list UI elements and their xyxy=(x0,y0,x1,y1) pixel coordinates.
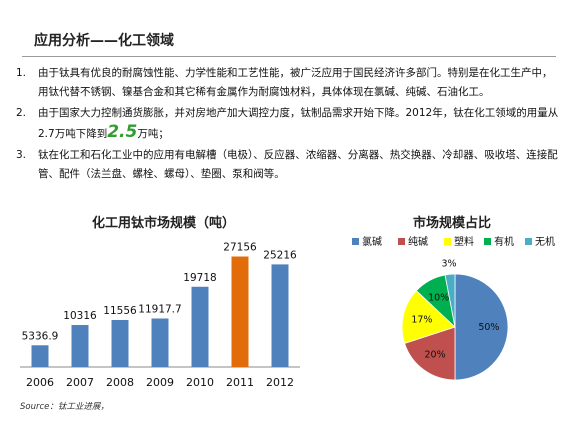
legend-label: 无机 xyxy=(535,235,555,248)
slice-label: 17% xyxy=(411,315,432,326)
x-tick-label: 2007 xyxy=(66,376,94,389)
legend-swatch xyxy=(444,238,451,245)
legend-swatch xyxy=(525,238,532,245)
pie-slice xyxy=(401,290,456,344)
bar xyxy=(71,325,89,367)
x-tick-label: 2009 xyxy=(146,376,174,389)
x-tick-label: 2011 xyxy=(226,376,254,389)
list-text-after: 万吨； xyxy=(137,128,169,140)
bar xyxy=(271,264,289,367)
x-tick-label: 2012 xyxy=(266,376,294,389)
slide-title: 应用分析——化工领域 xyxy=(34,33,174,49)
list-text-before: 由于国家大力控制通货膨胀，并对房地产加大调控力度，钛制品需求开始下降。2012年… xyxy=(38,107,559,140)
source-note: Source：钛工业进展， xyxy=(20,402,109,412)
bar xyxy=(191,286,209,367)
x-tick-label: 2008 xyxy=(106,376,134,389)
slice-label: 10% xyxy=(428,292,449,303)
list-number: 3. xyxy=(16,149,27,161)
bar xyxy=(151,318,169,367)
bar xyxy=(231,256,249,367)
legend-label: 塑料 xyxy=(454,235,474,248)
list-number: 1. xyxy=(16,67,27,79)
list-item: 1. 由于钛具有优良的耐腐蚀性能、力学性能和工艺性能，被广泛应用于国民经济许多部… xyxy=(16,64,560,102)
bar-value-label: 25216 xyxy=(263,249,297,261)
bar-value-label: 11917.7 xyxy=(138,304,181,316)
pie-chart-title: 市场规模占比 xyxy=(413,216,492,231)
slice-label: 50% xyxy=(478,322,499,333)
pie-slice xyxy=(444,273,456,328)
list-item: 3. 钛在化工和石化工业中的应用有电解槽（电极）、反应器、浓缩器、分离器、热交换… xyxy=(16,146,560,184)
x-tick-label: 2010 xyxy=(186,376,214,389)
list-text: 钛在化工和石化工业中的应用有电解槽（电极）、反应器、浓缩器、分离器、热交换器、冷… xyxy=(38,149,558,180)
list-text: 由于国家大力控制通货膨胀，并对房地产加大调控力度，钛制品需求开始下降。2012年… xyxy=(38,104,560,144)
bar-chart: 5336.9 2006 10316 2007 11556 2008 11917.7 2009 1… xyxy=(20,242,300,389)
bar-value-label: 11556 xyxy=(103,305,137,317)
legend-swatch xyxy=(398,238,405,245)
bar-value-label: 27156 xyxy=(223,242,257,254)
bar xyxy=(31,345,49,367)
slice-label: 20% xyxy=(424,349,445,360)
pie-chart: 氯碱 纯碱 塑料 有机 无机 50% 20% 17% 10% 3% xyxy=(352,235,555,381)
list-text: 由于钛具有优良的耐腐蚀性能、力学性能和工艺性能，被广泛应用于国民经济许多部门。特… xyxy=(38,67,553,98)
x-tick-label: 2006 xyxy=(26,376,54,389)
list-item: 2. 由于国家大力控制通货膨胀，并对房地产加大调控力度，钛制品需求开始下降。20… xyxy=(16,104,560,144)
legend-swatch xyxy=(352,238,359,245)
pie-slice xyxy=(454,273,509,381)
legend-label: 纯碱 xyxy=(408,235,428,248)
slice-label: 3% xyxy=(441,258,456,269)
title-divider xyxy=(22,56,556,57)
highlight-value: 2.5 xyxy=(107,122,138,142)
bar-chart-title: 化工用钛市场规模（吨） xyxy=(92,216,236,231)
list-number: 2. xyxy=(16,107,27,119)
legend-label: 有机 xyxy=(494,235,514,248)
legend-label: 氯碱 xyxy=(362,235,382,248)
legend-swatch xyxy=(484,238,491,245)
bar-value-label: 19718 xyxy=(183,272,216,284)
bar-value-label: 10316 xyxy=(63,310,97,322)
bar-value-label: 5336.9 xyxy=(22,330,59,342)
bullet-list: 1. 由于钛具有优良的耐腐蚀性能、力学性能和工艺性能，被广泛应用于国民经济许多部… xyxy=(16,64,560,186)
bar xyxy=(111,319,129,367)
pie-slice xyxy=(404,326,456,381)
